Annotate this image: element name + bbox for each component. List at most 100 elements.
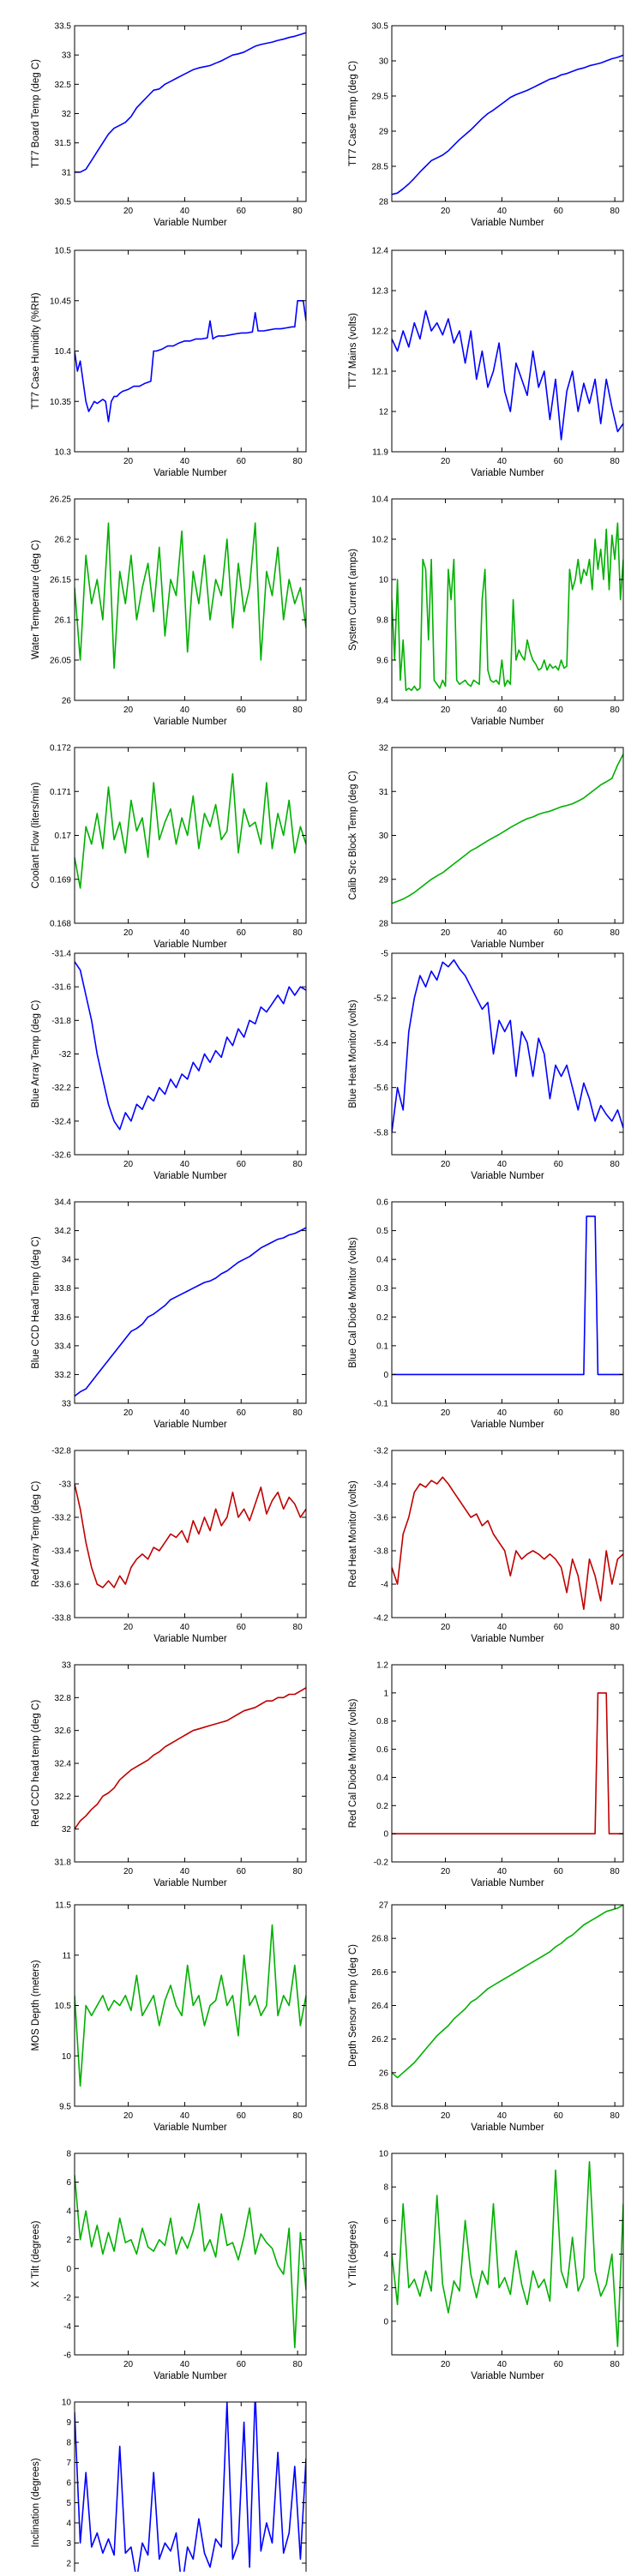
x-axis-label: Variable Number: [471, 2371, 544, 2381]
y-tick-label: 10.3: [55, 448, 72, 458]
chart-panel-9: 20 40 60 80 -32.6 -32.4 -32.2 -32 -31.8 -31.6 -31.…: [31, 950, 307, 1181]
axes-box: [391, 747, 624, 924]
x-tick-label: 60: [237, 1160, 247, 1169]
x-tick-label: 20: [441, 1867, 451, 1876]
y-tick-label: -0.2: [374, 1858, 389, 1868]
x-tick-label: 20: [123, 2360, 134, 2369]
y-tick-label: 32.8: [55, 1694, 72, 1703]
y-tick-label: 33.2: [55, 1371, 72, 1380]
y-tick-label: -32.4: [51, 1117, 71, 1126]
y-tick-label: 10.45: [50, 297, 71, 306]
y-axis-label: Inclination (degrees): [31, 2458, 41, 2547]
chart-panel-16: 20 40 60 80 -0.2 0 0.2 0.4 0.6 0.8 1 1.2 Variable Nu…: [348, 1661, 624, 1888]
x-tick-label: 20: [123, 1408, 134, 1418]
x-axis-label: Variable Number: [153, 1634, 227, 1644]
x-tick-label: 60: [237, 928, 247, 938]
x-axis-label: Variable Number: [153, 468, 227, 478]
x-tick-label: 40: [497, 1160, 508, 1169]
y-tick-label: 0.6: [376, 1198, 388, 1208]
y-tick-label: 30.5: [372, 22, 389, 32]
y-tick-label: 26: [379, 2069, 389, 2078]
y-axis-label: Blue Heat Monitor (volts): [348, 1000, 358, 1108]
x-tick-label: 60: [554, 2111, 564, 2121]
y-tick-label: 10: [62, 2052, 72, 2062]
y-axis-label: Blue Array Temp (deg C): [31, 1000, 41, 1108]
y-tick-label: -31.6: [51, 983, 71, 993]
series-line: [392, 1905, 623, 2079]
y-tick-label: 10: [62, 2399, 72, 2408]
y-tick-label: 11: [63, 1951, 72, 1961]
y-tick-label: 26.1: [55, 616, 72, 626]
chart-panel-18: 20 40 60 80 25.8 26 26.2 26.4 26.6 26.8 27 Variable…: [348, 1901, 624, 2133]
y-tick-label: 12.3: [372, 287, 389, 297]
axes-box: [74, 25, 307, 202]
axes-box: [391, 498, 624, 701]
series-line: [392, 309, 623, 441]
x-axis-label: Variable Number: [471, 2123, 544, 2133]
y-tick-label: 2: [383, 2284, 388, 2293]
y-axis-label: X Tilt (degrees): [31, 2220, 41, 2287]
y-tick-label: 9.6: [376, 657, 388, 666]
x-tick-label: 40: [180, 2111, 190, 2121]
axes-box: [391, 25, 624, 202]
y-tick-label: 0.8: [376, 1717, 388, 1726]
x-axis-label: Variable Number: [153, 218, 227, 228]
y-tick-label: 10: [379, 576, 389, 585]
y-tick-label: 1.2: [376, 1661, 388, 1671]
chart-panel-20: 20 40 60 80 0 2 4 6 8 10 Variable Number Y Tilt (de…: [348, 2150, 624, 2381]
x-tick-label: 40: [180, 1623, 190, 1632]
series-line: [75, 2402, 306, 2576]
x-axis-label: Variable Number: [471, 468, 544, 478]
axes-box: [74, 1450, 307, 1618]
x-tick-label: 20: [441, 928, 451, 938]
x-axis-label: Variable Number: [471, 1420, 544, 1430]
y-tick-label: 30.5: [55, 198, 72, 207]
y-tick-label: -3.4: [374, 1480, 389, 1490]
x-tick-label: 40: [497, 2111, 508, 2121]
x-axis-label: Variable Number: [153, 2371, 227, 2381]
y-axis-label: Water Temperature (deg C): [31, 540, 41, 660]
y-tick-label: 26.2: [372, 2035, 389, 2045]
axes-box: [74, 1201, 307, 1404]
y-tick-label: 10.2: [372, 536, 389, 545]
x-tick-label: 60: [554, 928, 564, 938]
y-tick-label: 0.4: [376, 1256, 388, 1265]
y-tick-label: 4: [383, 2250, 388, 2260]
x-tick-label: 20: [441, 2360, 451, 2369]
x-tick-label: 60: [237, 1867, 247, 1876]
x-tick-label: 20: [123, 706, 134, 715]
series-line: [392, 1476, 623, 1611]
x-tick-label: 20: [123, 1623, 134, 1632]
series-line: [392, 522, 623, 692]
y-axis-label: TT7 Case Humidity (%RH): [31, 292, 41, 409]
y-tick-label: 34.2: [55, 1227, 72, 1236]
x-axis-label: Variable Number: [153, 1420, 227, 1430]
x-axis-label: Variable Number: [153, 1171, 227, 1181]
y-tick-label: 33.6: [55, 1313, 72, 1323]
x-tick-label: 60: [554, 207, 564, 216]
y-tick-label: -4: [381, 1581, 388, 1590]
chart-panel-2: 20 40 60 80 28 28.5 29 29.5 30 30.5 Variable Numbe…: [348, 22, 624, 228]
series-line: [75, 1483, 306, 1588]
y-tick-label: 0.17: [55, 832, 72, 841]
axes-box: [74, 2401, 307, 2576]
y-tick-label: 12.4: [372, 247, 389, 256]
y-axis-label: Y Tilt (degrees): [348, 2220, 358, 2287]
axes-box: [391, 952, 624, 1156]
x-tick-label: 60: [237, 207, 247, 216]
y-tick-label: 31: [62, 168, 72, 177]
series-line: [392, 959, 623, 1133]
y-tick-label: -3.2: [374, 1447, 389, 1456]
x-tick-label: 80: [610, 207, 621, 216]
y-tick-label: 26: [62, 697, 72, 706]
y-tick-label: 30: [379, 832, 389, 841]
y-tick-label: 0.2: [376, 1802, 388, 1811]
x-tick-label: 20: [441, 207, 451, 216]
x-tick-label: 80: [293, 2360, 303, 2369]
x-tick-label: 80: [293, 2111, 303, 2121]
y-tick-label: 26.25: [50, 495, 71, 505]
series-line: [75, 961, 306, 1131]
x-tick-label: 80: [610, 1160, 621, 1169]
y-axis-label: TT7 Mains (volts): [348, 313, 358, 389]
